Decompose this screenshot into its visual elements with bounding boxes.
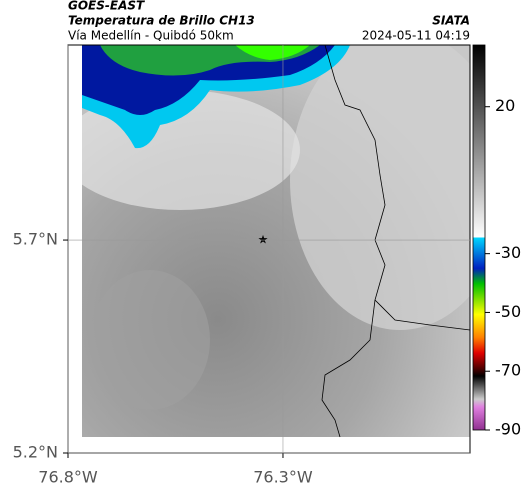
colorbar-label: 20 [495,96,515,115]
region: Vía Medellín - Quibdó 50km [68,29,234,43]
colorbar-label: -30 [495,243,521,262]
source: SIATA [432,14,470,28]
y-tick-label: 5.7°N [13,230,58,249]
datetime: 2024-05-11 04:19 [362,29,470,43]
product: Temperatura de Brillo CH13 [68,14,255,28]
colorbar [472,44,486,431]
warm-area [290,45,470,330]
x-tick-label: 76.8°W [38,468,98,487]
boundary [324,44,471,331]
colorbar-label: -70 [495,361,521,380]
location-star: ★ [258,233,269,247]
colorbar-label: -50 [495,302,521,321]
imagery [82,45,470,437]
x-tick-label: 76.3°W [253,468,313,487]
cold-area [90,270,210,410]
satellite: GOES-EAST [68,0,145,13]
boundary [321,299,376,438]
cold-cloud [235,45,310,60]
y-tick-label: 5.2°N [13,443,58,462]
colorbar-label: -90 [495,420,521,439]
